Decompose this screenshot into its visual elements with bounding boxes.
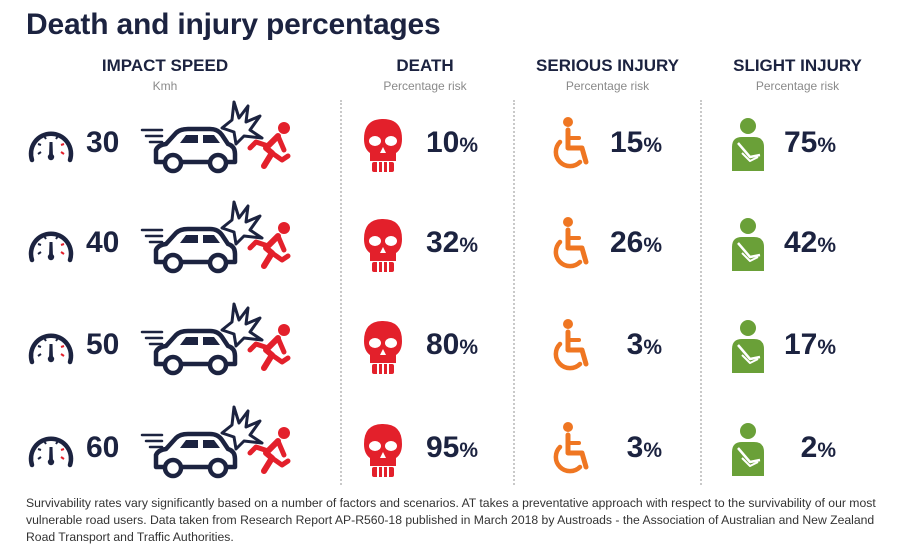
impact-burst-icon xyxy=(220,302,264,348)
skull-icon xyxy=(364,424,402,477)
table-row: 40 xyxy=(0,200,920,290)
speedometer-icon xyxy=(28,231,74,263)
car-crash-icon xyxy=(140,126,238,174)
data-label: 32 xyxy=(425,226,460,259)
column-header-death: DEATH Percentage risk xyxy=(355,56,495,93)
death-value: 10% xyxy=(426,126,478,160)
data-label: 2 xyxy=(800,431,818,464)
column-sublabel: Percentage risk xyxy=(383,79,467,93)
injured-person-icon xyxy=(732,320,764,373)
percent-sign: % xyxy=(459,134,478,157)
data-label: 75 xyxy=(783,126,818,159)
slight-injury-value: 42% xyxy=(784,226,836,260)
column-divider xyxy=(513,100,515,485)
data-label: 26 xyxy=(609,226,644,259)
skull-icon xyxy=(364,321,402,374)
column-sublabel: Kmh xyxy=(152,79,178,93)
data-label: 17 xyxy=(783,328,818,361)
pedestrian-hit-icon xyxy=(247,122,291,169)
data-label: 10 xyxy=(425,126,460,159)
percent-sign: % xyxy=(459,234,478,257)
data-label: 80 xyxy=(425,328,460,361)
percent-sign: % xyxy=(643,134,662,157)
impact-burst-icon xyxy=(220,100,264,146)
impact-burst-icon xyxy=(220,405,264,451)
car-crash-icon xyxy=(140,328,238,376)
death-value: 80% xyxy=(426,328,478,362)
percent-sign: % xyxy=(643,336,662,359)
table-row: 60 xyxy=(0,405,920,495)
serious-injury-value: 3% xyxy=(627,328,662,362)
table-row: 50 xyxy=(0,302,920,392)
speed-label: 50 xyxy=(86,328,120,361)
injured-person-icon xyxy=(732,218,764,271)
column-sublabel: Percentage risk xyxy=(755,79,840,93)
serious-injury-value: 26% xyxy=(610,226,662,260)
column-label: SLIGHT INJURY xyxy=(733,56,862,75)
percent-sign: % xyxy=(817,234,836,257)
car-crash-icon xyxy=(140,226,238,274)
pedestrian-hit-icon xyxy=(247,222,291,269)
column-header-speed: IMPACT SPEED Kmh xyxy=(90,56,240,93)
speedometer-icon xyxy=(28,333,74,365)
speedometer-icon xyxy=(28,131,74,163)
percent-sign: % xyxy=(817,336,836,359)
wheelchair-icon xyxy=(553,217,589,269)
column-label: DEATH xyxy=(396,56,454,75)
percent-sign: % xyxy=(643,439,662,462)
speedometer-icon xyxy=(28,436,74,468)
slight-injury-value: 17% xyxy=(784,328,836,362)
slight-injury-value: 2% xyxy=(801,431,836,465)
data-label: 3 xyxy=(626,328,644,361)
serious-injury-value: 15% xyxy=(610,126,662,160)
footnote: Survivability rates vary significantly b… xyxy=(26,496,876,544)
percent-sign: % xyxy=(643,234,662,257)
car-crash-icon xyxy=(140,431,238,479)
serious-injury-value: 3% xyxy=(627,431,662,465)
column-sublabel: Percentage risk xyxy=(565,79,650,93)
percent-sign: % xyxy=(817,134,836,157)
wheelchair-icon xyxy=(553,117,589,169)
speed-label: 60 xyxy=(86,431,120,464)
data-label: 3 xyxy=(626,431,644,464)
impact-burst-icon xyxy=(220,200,264,246)
data-label: 15 xyxy=(609,126,644,159)
column-header-serious: SERIOUS INJURY Percentage risk xyxy=(520,56,695,93)
page-title: Death and injury percentages xyxy=(26,8,441,41)
column-label: SERIOUS INJURY xyxy=(536,56,679,75)
speed-label: 30 xyxy=(86,126,120,159)
column-header-slight: SLIGHT INJURY Percentage risk xyxy=(715,56,880,93)
percent-sign: % xyxy=(459,439,478,462)
wheelchair-icon xyxy=(553,319,589,371)
skull-icon xyxy=(364,119,402,172)
wheelchair-icon xyxy=(553,422,589,474)
percent-sign: % xyxy=(817,439,836,462)
death-value: 32% xyxy=(426,226,478,260)
pedestrian-hit-icon xyxy=(247,324,291,371)
column-divider xyxy=(340,100,342,485)
slight-injury-value: 75% xyxy=(784,126,836,160)
percent-sign: % xyxy=(459,336,478,359)
pedestrian-hit-icon xyxy=(247,427,291,474)
injured-person-icon xyxy=(732,423,764,476)
column-divider xyxy=(700,100,702,485)
death-value: 95% xyxy=(426,431,478,465)
column-label: IMPACT SPEED xyxy=(101,56,229,75)
injured-person-icon xyxy=(732,118,764,171)
data-label: 42 xyxy=(783,226,818,259)
table-row: 30 xyxy=(0,100,920,190)
skull-icon xyxy=(364,219,402,272)
data-label: 95 xyxy=(425,431,460,464)
speed-label: 40 xyxy=(86,226,120,259)
